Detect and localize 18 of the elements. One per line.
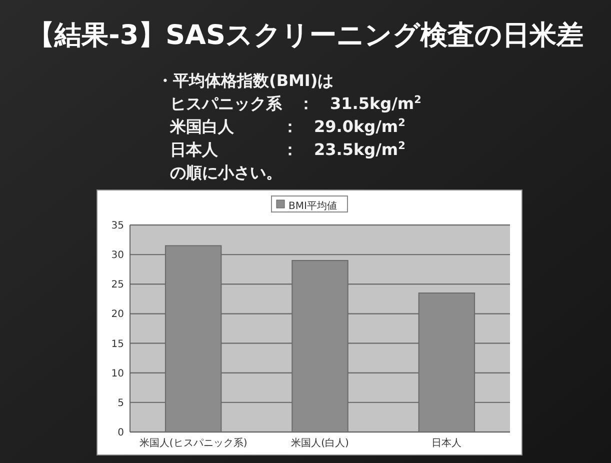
text: 日本人 ： 23.5kg/m$^{2}$	[170, 140, 406, 159]
text: の順に小さい。	[170, 163, 282, 182]
chart-title: 【結果-3】SASスクリーニング検査の日米差	[28, 20, 584, 51]
x-tick-label: 米国人(白人)	[291, 437, 349, 449]
y-tick-label: 0	[118, 428, 124, 438]
y-tick-label: 35	[111, 220, 124, 232]
y-tick-label: 10	[111, 368, 124, 380]
text: 米国白人 ： 29.0kg/m$^{2}$	[169, 117, 406, 136]
y-tick-label: 25	[111, 280, 124, 291]
legend-label: BMI平均値	[288, 200, 337, 212]
y-tick-label: 5	[118, 398, 124, 409]
y-tick-label: 20	[111, 309, 124, 320]
y-tick-label: 15	[111, 338, 124, 350]
x-tick-label: 日本人	[432, 437, 462, 449]
text: ヒスパニック系 ： 31.5kg/m$^{2}$	[170, 94, 422, 113]
x-tick-label: 米国人(ヒスパニック系)	[139, 437, 248, 449]
text: ・平均体格指数(BMI)は	[157, 71, 334, 90]
y-tick-label: 30	[111, 250, 124, 262]
